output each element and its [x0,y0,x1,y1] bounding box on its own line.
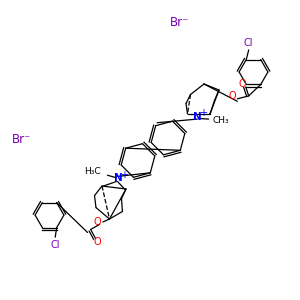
Text: Br⁻: Br⁻ [169,16,189,29]
Text: Cl: Cl [244,38,254,48]
Text: Cl: Cl [50,240,60,250]
Text: O: O [93,217,101,227]
Text: Br⁻: Br⁻ [12,133,32,146]
Text: N: N [114,173,123,183]
Text: +: + [120,169,128,180]
Text: O: O [238,79,246,89]
Text: O: O [229,92,236,101]
Text: N: N [194,112,202,122]
Text: O: O [93,237,101,248]
Text: H₃C: H₃C [85,167,101,176]
Text: CH₃: CH₃ [212,116,229,125]
Text: +: + [199,108,207,118]
